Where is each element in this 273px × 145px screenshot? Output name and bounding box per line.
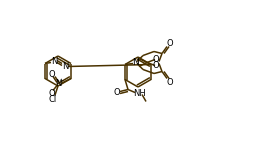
- Text: O: O: [153, 55, 159, 64]
- Text: -: -: [54, 93, 56, 98]
- Text: N: N: [51, 57, 57, 66]
- Text: +: +: [58, 78, 64, 83]
- Text: N: N: [62, 62, 68, 71]
- Text: O: O: [49, 89, 55, 98]
- Text: N: N: [132, 58, 138, 67]
- Text: NH: NH: [133, 89, 146, 98]
- Text: O: O: [49, 70, 55, 79]
- Text: O: O: [167, 39, 173, 48]
- Text: Cl: Cl: [49, 95, 57, 104]
- Text: O: O: [114, 88, 120, 97]
- Text: N: N: [55, 79, 61, 88]
- Text: O: O: [153, 61, 159, 70]
- Text: O: O: [167, 78, 173, 87]
